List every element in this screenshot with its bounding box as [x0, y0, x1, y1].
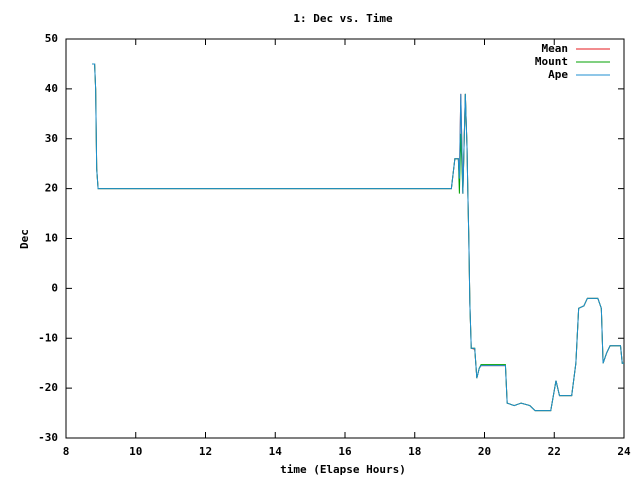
- y-tick-label: 40: [45, 82, 58, 95]
- y-tick-label: 0: [51, 281, 58, 294]
- x-tick-label: 8: [63, 445, 70, 458]
- y-tick-label: -10: [38, 331, 58, 344]
- x-tick-label: 12: [199, 445, 212, 458]
- x-tick-label: 14: [269, 445, 283, 458]
- y-tick-label: 50: [45, 32, 58, 45]
- series-line: [92, 63, 624, 412]
- plot-frame: [65, 38, 625, 439]
- legend-label: Mean: [542, 42, 569, 55]
- y-tick-label: 10: [45, 232, 58, 245]
- x-tick-label: 18: [408, 445, 421, 458]
- x-tick-label: 24: [617, 445, 631, 458]
- chart-title: 1: Dec vs. Time: [293, 12, 393, 25]
- y-tick-label: -30: [38, 431, 58, 444]
- x-tick-label: 10: [129, 445, 142, 458]
- y-tick-label: 20: [45, 182, 58, 195]
- series-line: [92, 63, 624, 412]
- series-line: [92, 63, 624, 412]
- x-tick-label: 20: [478, 445, 491, 458]
- y-tick-label: 30: [45, 132, 58, 145]
- x-axis-label: time (Elapse Hours): [280, 463, 406, 476]
- legend-label: Ape: [548, 68, 568, 81]
- y-tick-label: -20: [38, 381, 58, 394]
- legend-label: Mount: [535, 55, 568, 68]
- y-axis-label: Dec: [18, 229, 31, 249]
- x-tick-label: 22: [548, 445, 561, 458]
- x-tick-label: 16: [338, 445, 352, 458]
